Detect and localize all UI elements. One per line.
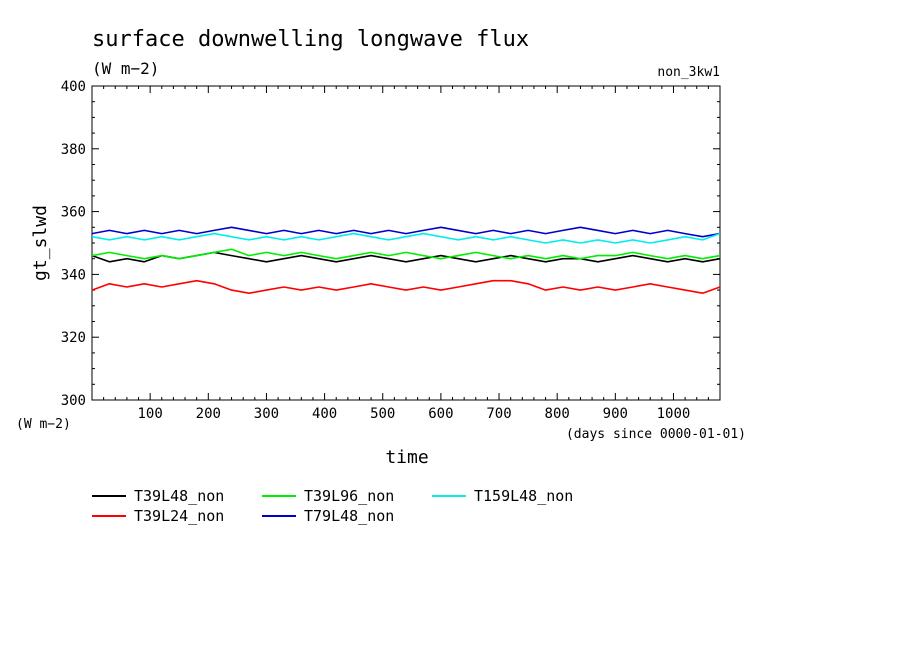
series-line-t39l96-non	[91, 248, 721, 260]
legend-label: T39L24_non	[134, 507, 224, 525]
series-line-t79l48-non	[91, 226, 721, 238]
x-tick-label: 400	[312, 406, 337, 422]
units-label: (W m−2)	[92, 59, 159, 78]
legend: T39L48_non T39L24_non T39L96_non T79L48_non…	[92, 487, 573, 525]
run-label: non_3kw1	[657, 65, 720, 80]
x-tick-label: 1000	[657, 406, 691, 422]
x-tick-label: 600	[428, 406, 453, 422]
legend-label: T79L48_non	[304, 507, 394, 525]
y-units-label: (W m−2)	[16, 417, 71, 432]
legend-label: T39L48_non	[134, 487, 224, 505]
y-tick-label: 340	[61, 267, 86, 283]
y-tick-label: 360	[61, 205, 86, 221]
x-units-label: (days since 0000-01-01)	[566, 427, 746, 442]
x-tick-label: 700	[486, 406, 511, 422]
y-axis: 300 320 340 360 380 400	[61, 79, 720, 409]
legend-label: T159L48_non	[474, 487, 573, 505]
x-tick-label: 100	[137, 406, 162, 422]
x-axis-label: time	[385, 447, 428, 468]
x-tick-label: 800	[545, 406, 570, 422]
y-tick-label: 400	[61, 79, 86, 95]
y-tick-label: 380	[61, 142, 86, 158]
x-tick-label: 900	[603, 406, 628, 422]
x-tick-label: 200	[196, 406, 221, 422]
series-line-t159l48-non	[91, 232, 721, 244]
plot-frame	[91, 85, 721, 401]
y-axis-label: gt_slwd	[30, 205, 51, 281]
x-axis: 100 200 300 400 500 600 700 800 900 1000	[103, 86, 709, 422]
legend-label: T39L96_non	[304, 487, 394, 505]
y-tick-label: 320	[61, 330, 86, 346]
plot-area	[91, 226, 721, 295]
series-line-t39l24-non	[91, 279, 721, 295]
chart-title: surface downwelling longwave flux	[92, 27, 529, 52]
y-tick-label: 300	[61, 393, 86, 409]
x-tick-label: 500	[370, 406, 395, 422]
x-tick-label: 300	[254, 406, 279, 422]
